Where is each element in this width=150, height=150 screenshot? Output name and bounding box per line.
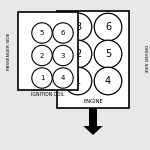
Text: 4: 4 xyxy=(61,75,65,81)
Text: 2: 2 xyxy=(75,49,81,59)
Bar xyxy=(57,11,129,108)
Text: 5: 5 xyxy=(105,49,111,59)
Text: 1: 1 xyxy=(40,75,44,81)
Circle shape xyxy=(94,40,122,68)
Text: 6: 6 xyxy=(105,22,111,32)
Circle shape xyxy=(64,40,92,68)
Text: 5: 5 xyxy=(40,30,44,36)
Circle shape xyxy=(32,45,52,66)
Circle shape xyxy=(53,45,73,66)
Circle shape xyxy=(53,68,73,88)
Text: 3: 3 xyxy=(75,22,81,32)
Text: 4: 4 xyxy=(105,76,111,86)
Text: ENGINE: ENGINE xyxy=(83,99,103,104)
Text: 2: 2 xyxy=(40,52,44,59)
Circle shape xyxy=(64,13,92,41)
Text: 6: 6 xyxy=(61,30,65,36)
Bar xyxy=(89,108,97,126)
Circle shape xyxy=(32,23,52,43)
Circle shape xyxy=(53,23,73,43)
Text: 3: 3 xyxy=(61,52,65,59)
Text: PASSENGER SIDE: PASSENGER SIDE xyxy=(7,32,11,70)
Text: 1: 1 xyxy=(75,76,81,86)
Circle shape xyxy=(94,67,122,95)
Polygon shape xyxy=(83,126,103,135)
Text: DRIVER SIDE: DRIVER SIDE xyxy=(144,45,147,73)
Circle shape xyxy=(94,13,122,41)
Circle shape xyxy=(64,67,92,95)
Circle shape xyxy=(32,68,52,88)
Bar xyxy=(18,12,78,90)
Text: IGNITION COIL: IGNITION COIL xyxy=(31,92,65,96)
